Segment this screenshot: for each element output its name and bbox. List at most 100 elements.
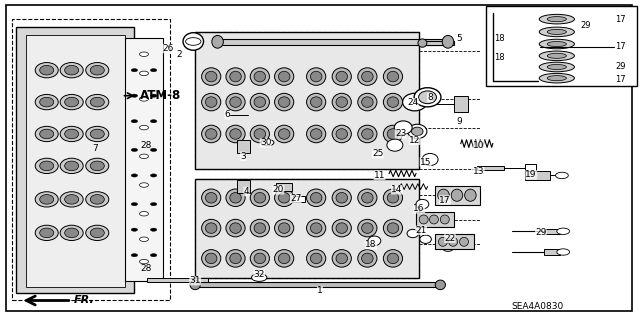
Text: 29: 29 bbox=[535, 228, 547, 237]
Bar bbox=[237, 180, 250, 193]
Ellipse shape bbox=[412, 127, 423, 136]
Circle shape bbox=[150, 148, 157, 152]
Text: 18: 18 bbox=[494, 34, 504, 43]
Ellipse shape bbox=[230, 193, 241, 203]
Text: 16: 16 bbox=[413, 204, 425, 213]
Text: 25: 25 bbox=[372, 149, 383, 158]
Ellipse shape bbox=[547, 76, 566, 81]
Text: 29: 29 bbox=[616, 62, 626, 70]
Bar bbox=[26, 35, 125, 287]
Ellipse shape bbox=[438, 237, 447, 246]
Ellipse shape bbox=[40, 97, 54, 107]
Text: ATM-8: ATM-8 bbox=[140, 89, 180, 102]
Ellipse shape bbox=[307, 219, 326, 237]
Bar bbox=[525, 164, 536, 172]
Ellipse shape bbox=[336, 193, 348, 203]
Text: 20: 20 bbox=[273, 185, 284, 194]
Ellipse shape bbox=[205, 193, 217, 203]
Ellipse shape bbox=[86, 126, 109, 142]
Ellipse shape bbox=[90, 97, 104, 107]
Circle shape bbox=[557, 228, 570, 234]
Ellipse shape bbox=[307, 93, 326, 111]
Ellipse shape bbox=[394, 121, 412, 134]
Text: 10: 10 bbox=[473, 141, 484, 150]
Ellipse shape bbox=[310, 71, 322, 82]
Ellipse shape bbox=[332, 249, 351, 267]
Ellipse shape bbox=[254, 97, 266, 107]
Text: 23: 23 bbox=[395, 130, 406, 138]
Bar bbox=[416, 212, 454, 227]
Ellipse shape bbox=[336, 97, 348, 107]
Ellipse shape bbox=[539, 62, 575, 72]
Bar bbox=[16, 27, 134, 293]
Text: 8: 8 bbox=[428, 93, 433, 102]
Ellipse shape bbox=[35, 63, 58, 78]
Text: 5: 5 bbox=[457, 34, 462, 43]
Ellipse shape bbox=[226, 68, 245, 85]
Text: 13: 13 bbox=[473, 167, 484, 176]
Ellipse shape bbox=[547, 53, 566, 58]
Ellipse shape bbox=[307, 189, 326, 207]
Ellipse shape bbox=[65, 228, 79, 238]
Ellipse shape bbox=[387, 71, 399, 82]
Ellipse shape bbox=[275, 93, 294, 111]
Ellipse shape bbox=[275, 249, 294, 267]
Ellipse shape bbox=[35, 126, 58, 142]
Bar bbox=[422, 41, 454, 45]
Circle shape bbox=[140, 211, 148, 216]
Text: 18: 18 bbox=[365, 240, 377, 249]
Circle shape bbox=[186, 38, 201, 45]
Ellipse shape bbox=[387, 97, 399, 107]
Ellipse shape bbox=[275, 219, 294, 237]
Ellipse shape bbox=[332, 189, 351, 207]
Text: 2: 2 bbox=[177, 50, 182, 59]
Ellipse shape bbox=[90, 65, 104, 75]
Ellipse shape bbox=[275, 125, 294, 143]
Text: 4: 4 bbox=[244, 187, 249, 196]
Ellipse shape bbox=[362, 71, 373, 82]
Ellipse shape bbox=[202, 219, 221, 237]
Ellipse shape bbox=[65, 97, 79, 107]
Ellipse shape bbox=[539, 27, 575, 37]
Bar bbox=[477, 166, 504, 170]
Ellipse shape bbox=[254, 129, 266, 139]
Ellipse shape bbox=[383, 249, 403, 267]
Ellipse shape bbox=[440, 215, 449, 224]
Ellipse shape bbox=[362, 97, 373, 107]
Text: 18: 18 bbox=[494, 53, 504, 62]
Ellipse shape bbox=[40, 129, 54, 139]
Circle shape bbox=[140, 154, 148, 159]
Ellipse shape bbox=[86, 225, 109, 241]
Text: 7: 7 bbox=[92, 144, 97, 153]
Ellipse shape bbox=[539, 51, 575, 61]
Ellipse shape bbox=[40, 65, 54, 75]
Ellipse shape bbox=[40, 161, 54, 171]
Ellipse shape bbox=[60, 63, 83, 78]
Ellipse shape bbox=[332, 219, 351, 237]
Text: FR.: FR. bbox=[74, 295, 94, 306]
Ellipse shape bbox=[226, 249, 245, 267]
Bar bbox=[525, 171, 550, 180]
Ellipse shape bbox=[60, 94, 83, 110]
Ellipse shape bbox=[332, 68, 351, 85]
Ellipse shape bbox=[205, 97, 217, 107]
Ellipse shape bbox=[250, 125, 269, 143]
Ellipse shape bbox=[90, 195, 104, 204]
Text: 12: 12 bbox=[409, 136, 420, 145]
Ellipse shape bbox=[307, 125, 326, 143]
Ellipse shape bbox=[202, 189, 221, 207]
Ellipse shape bbox=[278, 129, 290, 139]
Ellipse shape bbox=[419, 91, 436, 104]
Ellipse shape bbox=[383, 68, 403, 85]
Ellipse shape bbox=[275, 189, 294, 207]
Bar bbox=[195, 32, 419, 169]
Ellipse shape bbox=[336, 223, 348, 234]
Text: 19: 19 bbox=[525, 170, 537, 179]
Text: 22: 22 bbox=[444, 234, 456, 243]
Circle shape bbox=[131, 148, 138, 152]
Ellipse shape bbox=[539, 14, 575, 24]
Ellipse shape bbox=[35, 192, 58, 207]
Ellipse shape bbox=[310, 97, 322, 107]
Ellipse shape bbox=[310, 223, 322, 234]
Ellipse shape bbox=[387, 223, 399, 234]
